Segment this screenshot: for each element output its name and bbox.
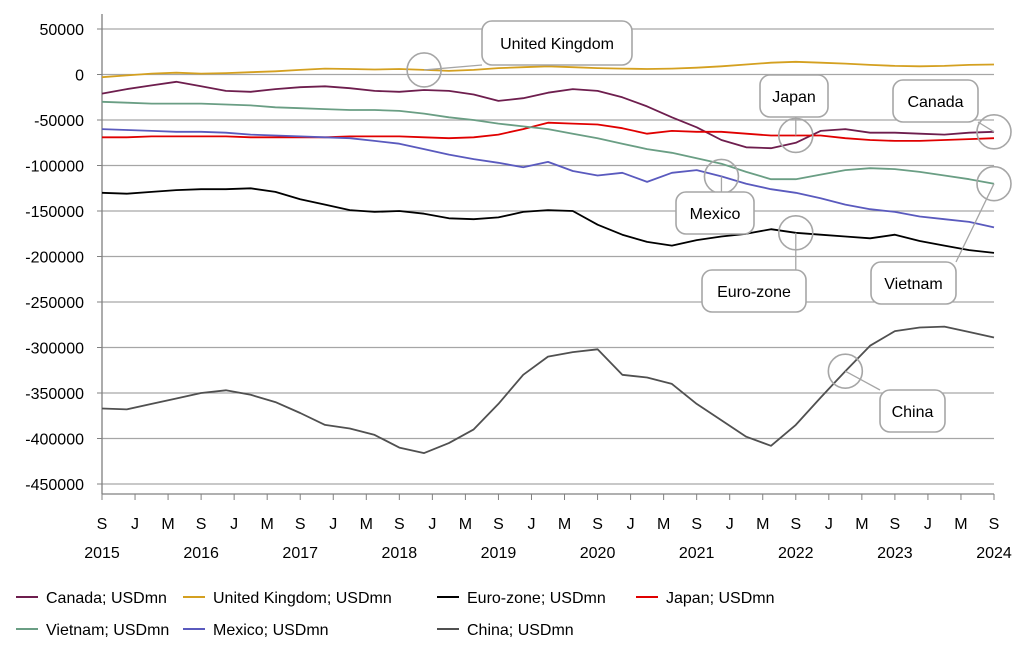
callout-circle-vietnam [976,165,1012,202]
callout-box-united-kingdom [481,20,633,66]
series-line-vietnam [101,100,995,185]
y-tick-label: -400000 [25,432,84,449]
x-tick-label: S [790,516,801,533]
x-tick-label: S [691,516,702,533]
callout-label-united-kingdom: United Kingdom [500,36,614,53]
x-tick-label: S [989,516,1000,533]
series-line-canada [101,80,995,150]
x-tick-label: S [394,516,405,533]
x-tick-label: J [627,516,635,533]
series-line-china [101,325,995,454]
y-tick-label: -200000 [25,250,84,267]
callout-label-japan: Japan [772,89,816,106]
x-tick-label: M [161,516,174,533]
x-tick-label: M [459,516,472,533]
legend-label-china: China; USDmn [467,622,574,639]
callout-label-euro-zone: Euro-zone [717,284,791,301]
legend-label-mexico: Mexico; USDmn [213,622,329,639]
callout-circle-united-kingdom [406,52,442,88]
x-tick-label: M [756,516,769,533]
x-tick-label: S [295,516,306,533]
x-tick-label: M [261,516,274,533]
x-year-label: 2015 [84,545,120,562]
x-tick-label: J [726,516,734,533]
callout-circle-china [827,353,864,389]
callout-leader-china [845,370,881,391]
x-tick-label: S [592,516,603,533]
x-year-label: 2024 [976,545,1012,562]
y-tick-label: -150000 [25,204,84,221]
x-tick-label: M [855,516,868,533]
x-year-label: 2020 [580,545,616,562]
x-tick-label: J [924,516,932,533]
callout-label-mexico: Mexico [690,206,741,223]
legend-label-euro-zone: Euro-zone; USDmn [467,590,606,607]
callout-circle-euro-zone [777,215,814,251]
callout-label-china: China [892,404,934,421]
x-year-label: 2018 [382,545,418,562]
callout-box-euro-zone [701,269,807,313]
x-year-label: 2021 [679,545,715,562]
callout-leader-canada [977,121,995,133]
y-tick-label: -450000 [25,477,84,494]
y-tick-label: 0 [75,68,84,85]
y-tick-label: -50000 [34,113,84,130]
y-tick-label: 50000 [40,22,85,39]
y-tick-label: -100000 [25,159,84,176]
x-tick-label: J [131,516,139,533]
series-line-japan [102,121,995,142]
x-tick-label: J [329,516,337,533]
x-year-label: 2022 [778,545,814,562]
x-tick-label: J [428,516,436,533]
x-tick-label: S [890,516,901,533]
x-year-label: 2023 [877,545,913,562]
callout-box-mexico [675,191,755,235]
callout-circle-japan [777,117,814,154]
y-tick-label: -300000 [25,341,84,358]
legend-label-canada: Canada; USDmn [46,590,167,607]
callout-box-japan [759,74,829,118]
x-year-label: 2019 [481,545,517,562]
y-tick-label: -350000 [25,386,84,403]
legend-label-vietnam: Vietnam; USDmn [46,622,169,639]
callout-circle-canada [976,114,1012,150]
legend-label-united-kingdom: United Kingdom; USDmn [213,590,392,607]
callout-box-canada [892,79,979,123]
x-tick-label: J [527,516,535,533]
series-line-united-kingdom [101,60,995,79]
x-tick-label: S [493,516,504,533]
series-line-euro-zone [101,187,995,254]
x-tick-label: J [825,516,833,533]
series-line-mexico [101,128,995,229]
y-tick-label: -250000 [25,295,84,312]
x-tick-label: M [360,516,373,533]
x-tick-label: S [97,516,108,533]
callout-leader-vietnam [955,183,995,263]
x-tick-label: S [196,516,207,533]
callout-box-vietnam [870,261,957,305]
x-tick-label: J [230,516,238,533]
callout-label-vietnam: Vietnam [884,276,942,293]
x-year-label: 2017 [282,545,318,562]
x-tick-label: M [954,516,967,533]
callout-leader-united-kingdom [424,64,483,71]
callout-label-canada: Canada [907,94,963,111]
x-tick-label: M [657,516,670,533]
x-tick-label: M [558,516,571,533]
legend-label-japan: Japan; USDmn [666,590,775,607]
x-year-label: 2016 [183,545,219,562]
callout-box-china [879,389,946,433]
